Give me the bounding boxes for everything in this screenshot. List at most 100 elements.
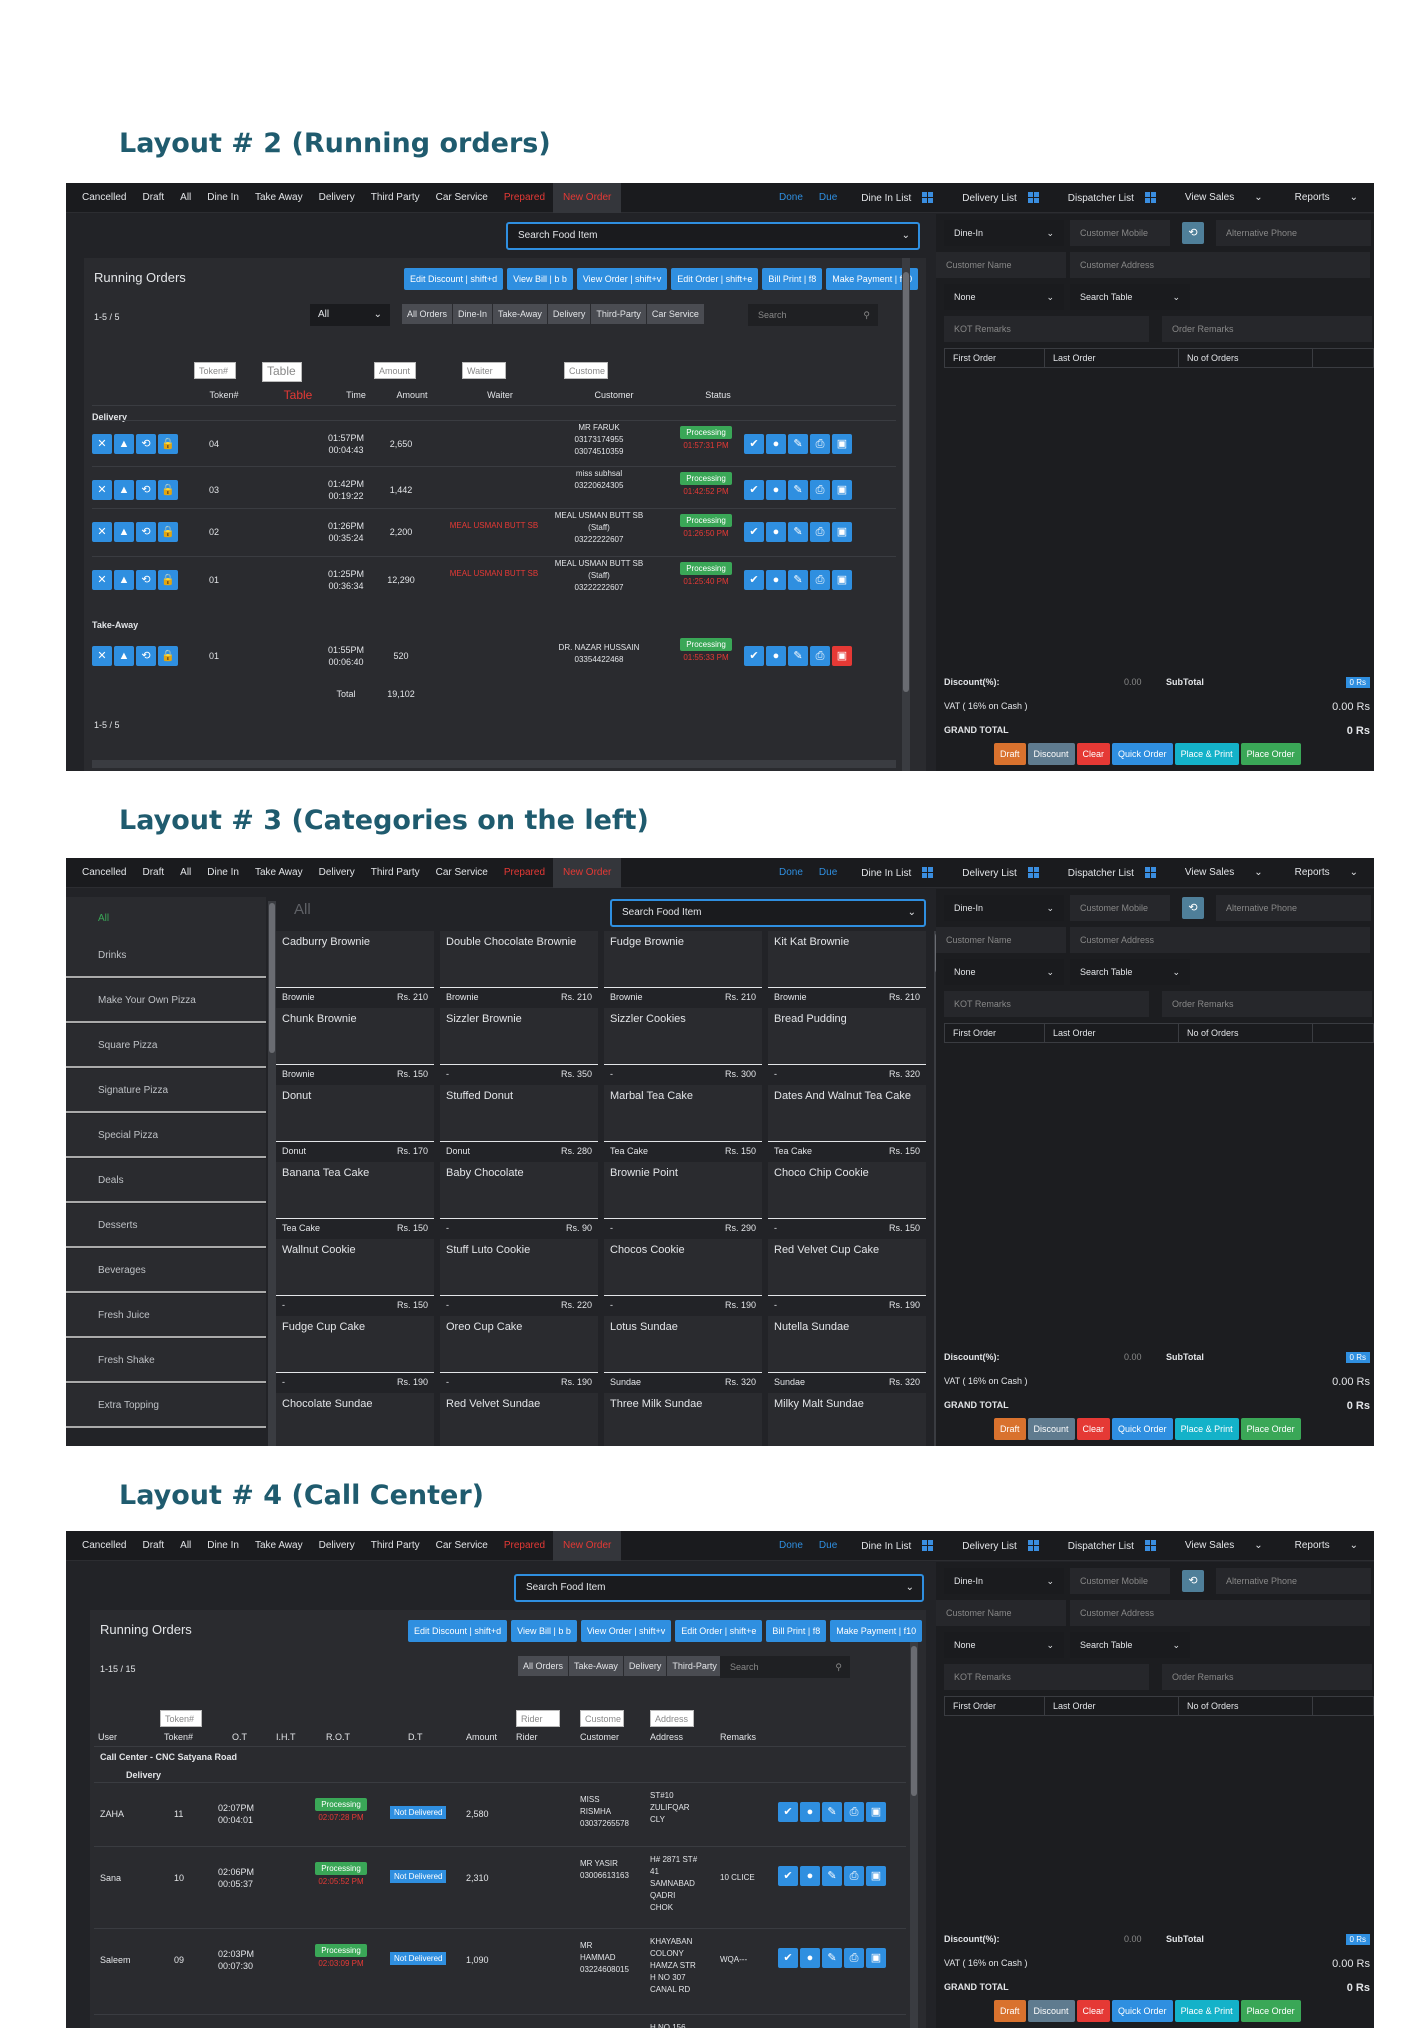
payment-icon[interactable]: ▣ (832, 522, 852, 542)
kot-remarks-input[interactable]: KOT Remarks (944, 991, 1149, 1017)
filter-table[interactable]: Table (262, 362, 302, 382)
view-icon[interactable]: ● (766, 646, 786, 666)
order-type-select[interactable]: Dine-In ⌄ (944, 220, 1064, 246)
tab-take-away[interactable]: Take-Away (569, 1656, 623, 1676)
edit-icon[interactable]: ✎ (822, 1948, 842, 1968)
scrollbar-thumb[interactable] (911, 1646, 917, 1796)
nav-due[interactable]: Due (818, 1540, 838, 1551)
edit-icon[interactable]: ✎ (822, 1802, 842, 1822)
edit-icon[interactable]: ✎ (788, 434, 808, 454)
orders-search-input[interactable]: Search ⚲ (720, 1656, 850, 1678)
history-icon[interactable]: ⟲ (1182, 897, 1204, 919)
order-type-select[interactable]: Dine-In ⌄ (944, 895, 1064, 921)
category-extra-topping[interactable]: Extra Topping (66, 1384, 266, 1428)
menu-item-card[interactable]: Chocolate Sundae (276, 1393, 434, 1446)
menu-item-card[interactable]: Cadburry Brownie Brownie Rs. 210 (276, 931, 434, 1005)
clearbutton[interactable]: Clear (1076, 2000, 1111, 2022)
menu-item-card[interactable]: Dates And Walnut Tea Cake Tea Cake Rs. 150 (768, 1085, 926, 1159)
scrollbar-thumb[interactable] (903, 272, 909, 692)
warning-icon[interactable]: ▲ (114, 434, 134, 454)
place-printbutton[interactable]: Place & Print (1174, 1418, 1239, 1440)
draftbutton[interactable]: Draft (994, 2000, 1026, 2022)
nav-dine-in[interactable]: Dine In (207, 1540, 239, 1551)
menu-item-card[interactable]: Nutella Sundae Sundae Rs. 320 (768, 1316, 926, 1390)
nav-all[interactable]: All (180, 192, 192, 203)
nav-dine-in[interactable]: Dine In (207, 867, 239, 878)
history-icon[interactable]: ⟲ (136, 480, 156, 500)
customer-name-input[interactable]: Customer Name (936, 927, 1066, 953)
table-none-select[interactable]: None ⌄ (944, 1632, 1064, 1658)
menu-item-card[interactable]: Stuff Luto Cookie - Rs. 220 (440, 1239, 598, 1313)
nav-cancelled[interactable]: Cancelled (82, 1540, 127, 1551)
order-type-select[interactable]: Dine-In ⌄ (944, 1568, 1064, 1594)
tab-third-party[interactable]: Third-Party (667, 1656, 722, 1676)
customer-name-input[interactable]: Customer Name (936, 1600, 1066, 1626)
history-icon[interactable]: ⟲ (136, 646, 156, 666)
print-icon[interactable]: ⎙ (810, 480, 830, 500)
category-scrollbar-thumb[interactable] (269, 903, 275, 1053)
nav-dine-in-list[interactable]: Dine In List (845, 192, 946, 204)
search-food-input[interactable]: Search Food Item ⌄ (514, 1574, 924, 1602)
nav-done[interactable]: Done (779, 192, 803, 203)
edit-order-button[interactable]: Edit Order | shift+e (675, 1620, 763, 1642)
warning-icon[interactable]: ▲ (114, 480, 134, 500)
nav-draft[interactable]: Draft (142, 867, 165, 878)
orders-search-input[interactable]: Search ⚲ (748, 304, 878, 326)
filter-token[interactable]: Token# (194, 362, 236, 379)
make-payment-button[interactable]: Make Payment | f10 (826, 268, 919, 290)
print-icon[interactable]: ⎙ (844, 1866, 864, 1886)
discount-value[interactable]: 0.00 (1124, 1352, 1142, 1362)
view-icon[interactable]: ● (800, 1802, 820, 1822)
search-table-select[interactable]: Search Table ⌄ (1070, 284, 1190, 310)
payment-icon[interactable]: ▣ (832, 480, 852, 500)
view-order-button[interactable]: View Order | shift+v (576, 268, 668, 290)
view-icon[interactable]: ● (766, 480, 786, 500)
nav-delivery-list[interactable]: Delivery List (946, 192, 1051, 204)
customer-mobile-input[interactable]: Customer Mobile (1070, 895, 1170, 921)
nav-car-service[interactable]: Car Service (435, 867, 488, 878)
warning-icon[interactable]: ▲ (114, 570, 134, 590)
alternative-phone-input[interactable]: Alternative Phone (1216, 1568, 1371, 1594)
check-icon[interactable]: ✔ (778, 1948, 798, 1968)
payment-icon[interactable]: ▣ (866, 1948, 886, 1968)
edit-discount-button[interactable]: Edit Discount | shift+d (408, 1620, 508, 1642)
menu-item-card[interactable]: Bread Pudding - Rs. 320 (768, 1008, 926, 1082)
warning-icon[interactable]: ▲ (114, 646, 134, 666)
cancel-icon[interactable]: ✕ (92, 646, 112, 666)
lock-icon[interactable]: 🔒 (158, 570, 178, 590)
bill-print-button[interactable]: Bill Print | f8 (762, 268, 823, 290)
filter-select[interactable]: All ⌄ (310, 304, 390, 326)
nav-car-service[interactable]: Car Service (435, 192, 488, 203)
filter-rider[interactable]: Rider (516, 1710, 560, 1727)
customer-name-input[interactable]: Customer Name (936, 252, 1066, 278)
check-icon[interactable]: ✔ (744, 522, 764, 542)
category-make-your-own-pizza[interactable]: Make Your Own Pizza (66, 979, 266, 1023)
nav-third-party[interactable]: Third Party (370, 1540, 420, 1551)
view-bill-button[interactable]: View Bill | b b (507, 268, 573, 290)
edit-icon[interactable]: ✎ (822, 1866, 842, 1886)
check-icon[interactable]: ✔ (778, 1866, 798, 1886)
nav-view-sales[interactable]: View Sales ⌄ (1169, 867, 1279, 878)
scrollbar[interactable] (910, 1642, 918, 2028)
menu-item-card[interactable]: Double Chocolate Brownie Brownie Rs. 210 (440, 931, 598, 1005)
nav-prepared[interactable]: Prepared (503, 1540, 546, 1551)
place-orderbutton[interactable]: Place Order (1240, 2000, 1301, 2022)
customer-address-input[interactable]: Customer Address (1070, 927, 1370, 953)
menu-item-card[interactable]: Oreo Cup Cake - Rs. 190 (440, 1316, 598, 1390)
history-icon[interactable]: ⟲ (136, 522, 156, 542)
nav-delivery-list[interactable]: Delivery List (946, 1540, 1051, 1552)
history-icon[interactable]: ⟲ (136, 434, 156, 454)
view-icon[interactable]: ● (766, 434, 786, 454)
check-icon[interactable]: ✔ (744, 646, 764, 666)
discountbutton[interactable]: Discount (1027, 743, 1075, 765)
nav-draft[interactable]: Draft (142, 192, 165, 203)
edit-icon[interactable]: ✎ (788, 480, 808, 500)
edit-icon[interactable]: ✎ (788, 570, 808, 590)
nav-due[interactable]: Due (818, 867, 838, 878)
search-food-input[interactable]: Search Food Item ⌄ (610, 899, 926, 927)
nav-take-away[interactable]: Take Away (254, 867, 303, 878)
cancel-icon[interactable]: ✕ (92, 522, 112, 542)
cancel-icon[interactable]: ✕ (92, 480, 112, 500)
edit-icon[interactable]: ✎ (788, 522, 808, 542)
filter-amount[interactable]: Amount (374, 362, 416, 379)
